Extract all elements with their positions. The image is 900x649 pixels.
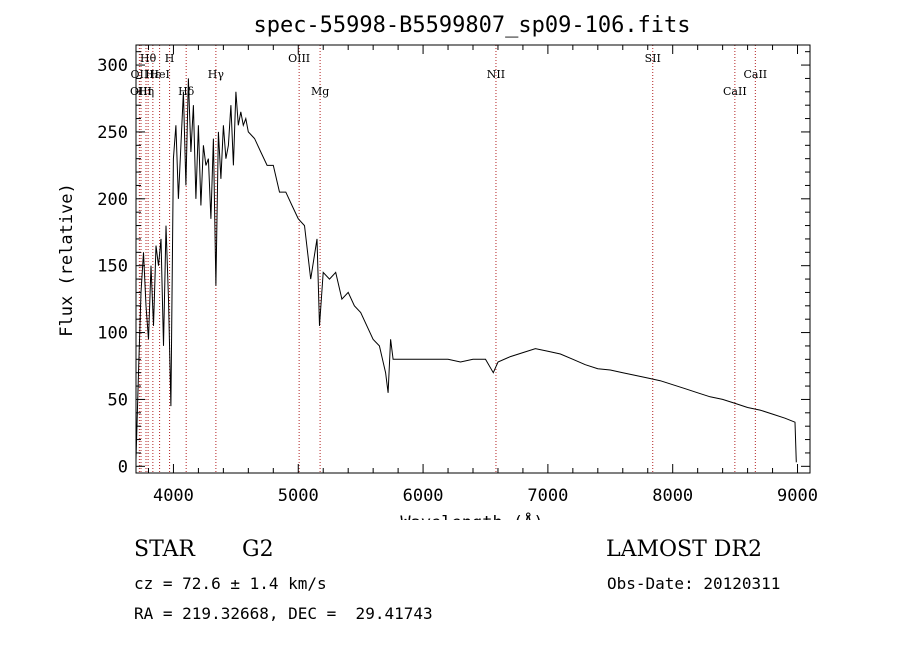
x-axis: 4000 5000 6000 7000 8000 9000 (147, 45, 818, 506)
line-label: Hθ (140, 52, 157, 65)
line-marker-group (138, 45, 756, 473)
x-tick-label: 4000 (153, 486, 194, 506)
x-tick-label: 9000 (777, 486, 818, 506)
line-label: OII (131, 68, 149, 81)
line-label: HeI (149, 68, 169, 81)
y-tick-label: 250 (97, 123, 128, 143)
line-label: H (165, 52, 175, 65)
y-tick-label: 200 (97, 190, 128, 210)
line-label: Hη (138, 85, 154, 98)
line-label: Mg (311, 85, 329, 98)
line-label: CaII (743, 68, 767, 81)
x-tick-label: 7000 (527, 486, 568, 506)
line-label: OIII (288, 52, 310, 65)
spectrum-line (135, 78, 797, 463)
line-label: Hδ (178, 85, 195, 98)
line-label-group: HθOIIHεHeIOIIIHηHHδHγOIIIMgNIISIICaIICaI… (130, 52, 767, 98)
line-label: Hε (145, 68, 161, 81)
y-axis-label: Flux (relative) (57, 183, 77, 337)
y-tick-label: 100 (97, 324, 128, 344)
object-class: STAR (134, 537, 195, 562)
survey-name: LAMOST DR2 (606, 537, 762, 562)
subclass: G2 (242, 537, 274, 562)
x-axis-label: Wavelength (Å) (400, 511, 543, 520)
chart-title: spec-55998-B5599807_sp09-106.fits (253, 13, 690, 38)
line-label: NII (487, 68, 505, 81)
x-tick-label: 5000 (278, 486, 319, 506)
x-tick-label: 8000 (652, 486, 693, 506)
line-label: Hγ (208, 68, 225, 81)
y-tick-label: 300 (97, 56, 128, 76)
obs-date-text: Obs-Date: 20120311 (607, 574, 781, 593)
spectrum-chart: spec-55998-B5599807_sp09-106.fits HθOIIH… (57, 13, 818, 533)
redshift-text: cz = 72.6 ± 1.4 km/s (134, 574, 327, 593)
y-tick-label: 50 (108, 390, 128, 410)
coordinates-text: RA = 219.32668, DEC = 29.41743 (134, 604, 433, 623)
x-tick-label: 6000 (403, 486, 444, 506)
y-axis: 0 50 100 150 200 250 300 (97, 51, 810, 477)
line-label: CaII (723, 85, 747, 98)
line-label: SII (645, 52, 661, 65)
y-tick-label: 0 (118, 457, 128, 477)
y-tick-label: 150 (97, 257, 128, 277)
